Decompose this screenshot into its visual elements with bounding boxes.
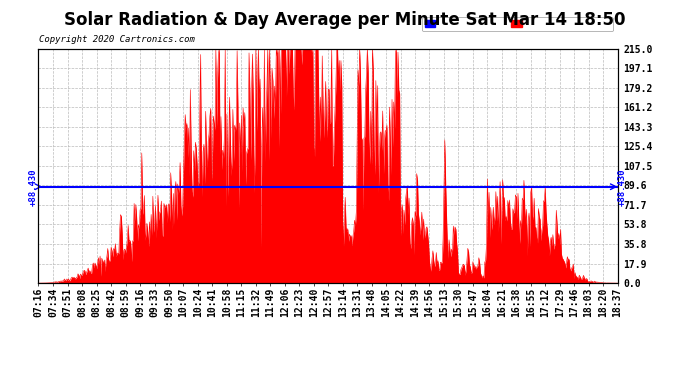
Text: +88.430: +88.430 (618, 168, 627, 206)
Legend: Median (w/m2), Radiation (w/m2): Median (w/m2), Radiation (w/m2) (422, 17, 613, 32)
Text: Solar Radiation & Day Average per Minute Sat Mar 14 18:50: Solar Radiation & Day Average per Minute… (64, 11, 626, 29)
Text: +88.430: +88.430 (28, 168, 37, 206)
Text: Copyright 2020 Cartronics.com: Copyright 2020 Cartronics.com (39, 35, 195, 44)
